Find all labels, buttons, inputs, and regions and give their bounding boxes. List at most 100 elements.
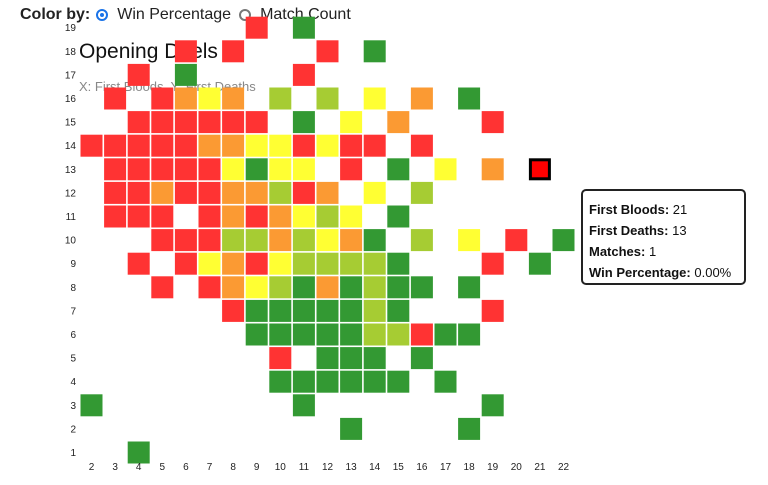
heatmap-cell[interactable] <box>245 299 268 322</box>
heatmap-cell[interactable] <box>222 158 245 181</box>
heatmap-cell[interactable] <box>198 158 221 181</box>
heatmap-cell[interactable] <box>340 111 363 134</box>
heatmap-cell[interactable] <box>434 323 457 346</box>
heatmap-cell[interactable] <box>127 181 150 204</box>
heatmap-cell[interactable] <box>340 276 363 299</box>
heatmap-cell[interactable] <box>505 229 528 252</box>
heatmap-cell[interactable] <box>198 181 221 204</box>
heatmap-cell[interactable] <box>292 229 315 252</box>
heatmap-cell[interactable] <box>104 134 127 157</box>
heatmap-cell[interactable] <box>410 323 433 346</box>
heatmap-cell[interactable] <box>80 134 103 157</box>
heatmap-cell[interactable] <box>292 134 315 157</box>
heatmap-cell[interactable] <box>245 229 268 252</box>
heatmap-cell[interactable] <box>151 111 174 134</box>
heatmap-cell[interactable] <box>269 181 292 204</box>
heatmap-cell[interactable] <box>269 158 292 181</box>
heatmap-cell[interactable] <box>340 347 363 370</box>
heatmap-cell[interactable] <box>222 299 245 322</box>
heatmap-cell[interactable] <box>245 181 268 204</box>
heatmap-cell[interactable] <box>174 181 197 204</box>
heatmap-cell[interactable] <box>363 40 386 63</box>
heatmap-cell[interactable] <box>316 205 339 228</box>
heatmap-cell[interactable] <box>104 158 127 181</box>
heatmap-cell[interactable] <box>340 134 363 157</box>
heatmap-cell[interactable] <box>458 229 481 252</box>
heatmap-cell[interactable] <box>269 347 292 370</box>
heatmap-cell[interactable] <box>269 205 292 228</box>
heatmap-cell[interactable] <box>245 205 268 228</box>
heatmap-cell[interactable] <box>104 205 127 228</box>
heatmap-cell[interactable] <box>363 323 386 346</box>
heatmap-cell[interactable] <box>481 299 504 322</box>
heatmap-cell-highlighted[interactable] <box>528 158 551 181</box>
heatmap-cell[interactable] <box>363 252 386 275</box>
heatmap-cell[interactable] <box>316 370 339 393</box>
heatmap-cell[interactable] <box>222 252 245 275</box>
heatmap-cell[interactable] <box>174 252 197 275</box>
heatmap-cell[interactable] <box>174 87 197 110</box>
heatmap-cell[interactable] <box>434 158 457 181</box>
heatmap-cell[interactable] <box>340 205 363 228</box>
heatmap-cell[interactable] <box>458 276 481 299</box>
heatmap-cell[interactable] <box>127 205 150 228</box>
heatmap-cell[interactable] <box>222 181 245 204</box>
heatmap-cell[interactable] <box>481 394 504 417</box>
radio-selected-icon[interactable] <box>96 9 109 21</box>
heatmap-cell[interactable] <box>269 276 292 299</box>
heatmap-cell[interactable] <box>151 134 174 157</box>
heatmap-cell[interactable] <box>363 134 386 157</box>
heatmap-cell[interactable] <box>245 158 268 181</box>
heatmap-cell[interactable] <box>363 276 386 299</box>
heatmap-cell[interactable] <box>316 87 339 110</box>
heatmap-cell[interactable] <box>269 252 292 275</box>
heatmap-cell[interactable] <box>316 181 339 204</box>
heatmap-cell[interactable] <box>316 347 339 370</box>
heatmap-cell[interactable] <box>292 205 315 228</box>
heatmap-cell[interactable] <box>292 299 315 322</box>
heatmap-cell[interactable] <box>340 299 363 322</box>
heatmap-cell[interactable] <box>269 134 292 157</box>
heatmap-cell[interactable] <box>387 205 410 228</box>
heatmap-cell[interactable] <box>292 252 315 275</box>
heatmap-cell[interactable] <box>245 111 268 134</box>
heatmap-cell[interactable] <box>363 229 386 252</box>
heatmap-cell[interactable] <box>151 205 174 228</box>
heatmap-cell[interactable] <box>481 158 504 181</box>
heatmap-cell[interactable] <box>222 276 245 299</box>
heatmap-cell[interactable] <box>340 417 363 440</box>
heatmap-cell[interactable] <box>174 63 197 86</box>
heatmap-cell[interactable] <box>340 323 363 346</box>
heatmap-cell[interactable] <box>363 347 386 370</box>
heatmap-cell[interactable] <box>316 134 339 157</box>
heatmap-cell[interactable] <box>387 276 410 299</box>
heatmap-cell[interactable] <box>151 229 174 252</box>
heatmap-cell[interactable] <box>387 370 410 393</box>
heatmap-cell[interactable] <box>340 252 363 275</box>
heatmap-cell[interactable] <box>269 299 292 322</box>
heatmap-cell[interactable] <box>198 229 221 252</box>
heatmap-cell[interactable] <box>292 111 315 134</box>
option-win-percentage[interactable]: Win Percentage <box>96 6 231 24</box>
heatmap-cell[interactable] <box>481 111 504 134</box>
heatmap-cell[interactable] <box>269 87 292 110</box>
heatmap-cell[interactable] <box>316 299 339 322</box>
heatmap-cell[interactable] <box>151 87 174 110</box>
heatmap-cell[interactable] <box>245 134 268 157</box>
heatmap-cell[interactable] <box>434 370 457 393</box>
heatmap-cell[interactable] <box>410 229 433 252</box>
option-match-count[interactable]: Match Count <box>239 6 351 24</box>
heatmap-cell[interactable] <box>269 370 292 393</box>
heatmap-cell[interactable] <box>174 40 197 63</box>
heatmap-cell[interactable] <box>245 323 268 346</box>
heatmap-cell[interactable] <box>245 252 268 275</box>
heatmap-cell[interactable] <box>174 134 197 157</box>
heatmap-cell[interactable] <box>127 134 150 157</box>
heatmap-cell[interactable] <box>387 252 410 275</box>
heatmap-cell[interactable] <box>222 40 245 63</box>
heatmap-cell[interactable] <box>363 370 386 393</box>
heatmap-cell[interactable] <box>127 111 150 134</box>
heatmap-cell[interactable] <box>363 181 386 204</box>
heatmap-cell[interactable] <box>316 40 339 63</box>
heatmap-cell[interactable] <box>316 323 339 346</box>
